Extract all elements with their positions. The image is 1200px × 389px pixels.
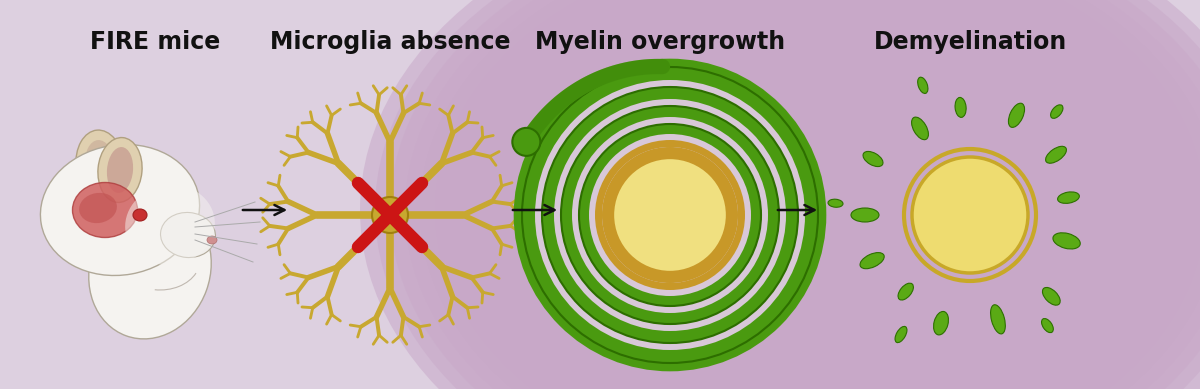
Ellipse shape xyxy=(1043,287,1060,305)
Ellipse shape xyxy=(383,208,397,222)
Ellipse shape xyxy=(390,0,1200,389)
Circle shape xyxy=(542,87,798,343)
Ellipse shape xyxy=(1008,103,1025,128)
Circle shape xyxy=(535,80,805,350)
Ellipse shape xyxy=(1052,233,1080,249)
Circle shape xyxy=(554,99,786,331)
Ellipse shape xyxy=(436,0,1200,389)
Ellipse shape xyxy=(466,0,1175,389)
Ellipse shape xyxy=(860,252,884,269)
Circle shape xyxy=(602,147,738,283)
Ellipse shape xyxy=(955,97,966,117)
Ellipse shape xyxy=(406,0,1200,389)
Ellipse shape xyxy=(374,0,1200,389)
Ellipse shape xyxy=(76,130,124,200)
Circle shape xyxy=(580,124,761,306)
Ellipse shape xyxy=(360,0,1200,389)
Circle shape xyxy=(554,99,786,331)
Circle shape xyxy=(595,140,745,290)
Ellipse shape xyxy=(895,326,907,343)
Circle shape xyxy=(562,106,779,324)
Ellipse shape xyxy=(161,212,216,258)
Circle shape xyxy=(572,117,768,313)
Ellipse shape xyxy=(450,0,1190,389)
Circle shape xyxy=(562,106,779,324)
Text: Demyelination: Demyelination xyxy=(874,30,1067,54)
Ellipse shape xyxy=(107,147,133,193)
Ellipse shape xyxy=(480,0,1160,389)
Circle shape xyxy=(602,147,738,283)
Ellipse shape xyxy=(863,151,883,166)
Text: Microglia absence: Microglia absence xyxy=(270,30,510,54)
Text: Myelin overgrowth: Myelin overgrowth xyxy=(535,30,785,54)
Ellipse shape xyxy=(98,138,142,202)
Ellipse shape xyxy=(1050,105,1063,118)
Ellipse shape xyxy=(89,201,211,339)
Ellipse shape xyxy=(510,0,1130,389)
Ellipse shape xyxy=(420,0,1200,389)
Circle shape xyxy=(522,67,818,363)
Ellipse shape xyxy=(1042,319,1054,333)
Ellipse shape xyxy=(133,209,148,221)
Circle shape xyxy=(610,155,730,275)
Ellipse shape xyxy=(208,236,217,244)
Circle shape xyxy=(522,67,818,363)
Ellipse shape xyxy=(934,312,948,335)
Circle shape xyxy=(535,80,805,350)
Circle shape xyxy=(512,128,540,156)
Ellipse shape xyxy=(918,77,928,93)
Ellipse shape xyxy=(851,208,878,222)
Circle shape xyxy=(580,124,761,306)
Circle shape xyxy=(542,87,798,343)
Ellipse shape xyxy=(85,140,115,190)
Circle shape xyxy=(572,117,768,313)
Circle shape xyxy=(595,140,745,290)
Circle shape xyxy=(602,147,738,283)
Ellipse shape xyxy=(372,197,408,233)
Ellipse shape xyxy=(41,144,199,275)
Ellipse shape xyxy=(79,193,116,223)
Circle shape xyxy=(610,155,730,275)
Circle shape xyxy=(589,134,751,296)
Ellipse shape xyxy=(125,185,215,265)
Ellipse shape xyxy=(828,199,842,207)
Ellipse shape xyxy=(912,117,929,140)
Ellipse shape xyxy=(1057,192,1079,203)
Ellipse shape xyxy=(72,182,138,238)
Circle shape xyxy=(912,157,1028,273)
Circle shape xyxy=(602,147,738,283)
Circle shape xyxy=(610,155,730,275)
Circle shape xyxy=(589,134,751,296)
Text: FIRE mice: FIRE mice xyxy=(90,30,220,54)
Ellipse shape xyxy=(1045,146,1067,163)
Ellipse shape xyxy=(898,283,913,300)
Ellipse shape xyxy=(990,305,1006,334)
Ellipse shape xyxy=(496,0,1145,389)
